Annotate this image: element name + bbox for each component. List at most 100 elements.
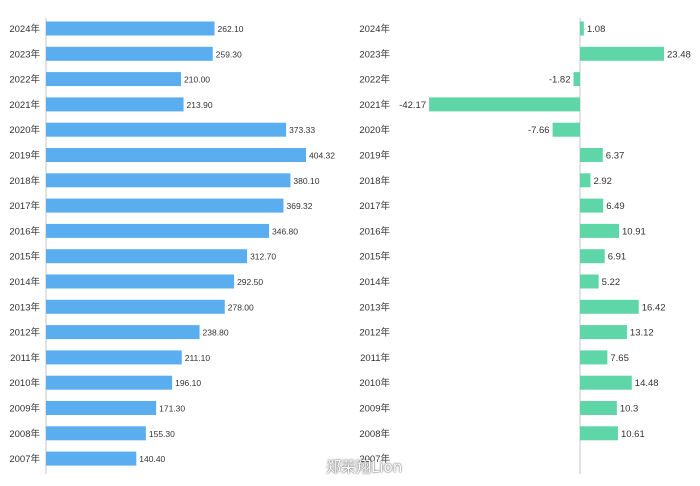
left-bar: [46, 401, 157, 415]
right-bar: [580, 223, 620, 238]
left-bar: [46, 72, 182, 87]
right-category-label: 2022年: [359, 74, 390, 86]
right-bar: [580, 375, 632, 390]
left-data-label: 155.30: [149, 429, 175, 439]
left-data-label: 171.30: [159, 404, 185, 414]
right-bar: [573, 72, 580, 87]
right-data-label: -1.82: [549, 75, 571, 86]
right-category-label: 2008年: [359, 428, 390, 440]
left-category-label: 2013年: [9, 301, 40, 313]
right-category-label: 2015年: [359, 251, 390, 263]
left-data-label: 404.32: [309, 151, 335, 161]
left-category-label: 2008年: [9, 428, 40, 440]
left-category-label: 2012年: [9, 327, 40, 339]
left-category-label: 2023年: [9, 48, 40, 60]
right-data-label: 6.49: [606, 201, 625, 212]
left-bar: [46, 97, 184, 112]
left-bar: [46, 249, 248, 264]
left-category-label: 2011年: [10, 352, 40, 364]
left-bar: [46, 325, 200, 340]
right-bar: [580, 173, 591, 188]
right-bar: [580, 274, 599, 289]
right-category-label: 2019年: [359, 150, 390, 162]
right-bar: [580, 21, 584, 36]
right-data-label: 6.91: [608, 252, 627, 263]
left-data-label: 380.10: [293, 176, 319, 186]
watermark: 郑荣翔Lion: [300, 456, 402, 477]
right-bar: [580, 350, 608, 365]
right-bar: [580, 325, 627, 340]
left-data-label: 196.10: [175, 378, 201, 388]
left-category-label: 2016年: [9, 225, 40, 237]
right-data-label: 13.12: [630, 328, 654, 339]
right-bar: [580, 249, 605, 264]
left-bar: [46, 375, 173, 390]
left-data-label: 213.90: [187, 100, 213, 110]
right-category-label: 2012年: [359, 327, 390, 339]
right-bar: [580, 198, 604, 213]
left-bar: [46, 299, 225, 314]
left-category-label: 2024年: [9, 23, 40, 35]
right-data-label: 10.3: [620, 404, 639, 415]
left-bar: [46, 451, 137, 466]
right-data-label: -7.66: [528, 125, 550, 136]
left-data-label: 373.33: [289, 125, 315, 135]
left-bar: [46, 223, 270, 238]
right-data-label: 10.61: [621, 429, 645, 440]
left-category-label: 2015年: [9, 251, 40, 263]
right-bar: [552, 122, 580, 137]
watermark-text: 郑荣翔Lion: [326, 458, 403, 476]
left-category-label: 2020年: [9, 124, 40, 136]
right-data-label: 10.91: [622, 226, 646, 237]
left-data-label: 292.50: [237, 277, 263, 287]
left-category-label: 2021年: [9, 99, 40, 111]
left-data-label: 259.30: [216, 49, 242, 59]
right-category-label: 2009年: [359, 403, 390, 415]
left-bar: [46, 148, 306, 162]
weibo-icon: [300, 459, 321, 475]
left-category-label: 2018年: [9, 175, 40, 187]
left-bar: [46, 122, 287, 137]
left-category-label: 2017年: [9, 200, 40, 212]
right-category-label: 2023年: [359, 48, 390, 60]
right-data-label: 16.42: [642, 302, 666, 313]
left-bar: [46, 173, 291, 188]
right-data-label: 6.37: [606, 151, 625, 162]
right-category-label: 2010年: [359, 377, 390, 389]
left-bar: [46, 46, 213, 61]
right-bar: [580, 426, 618, 441]
right-bar: [429, 97, 580, 112]
right-data-label: 23.48: [667, 49, 691, 60]
left-bar: [46, 426, 146, 441]
right-category-label: 2016年: [359, 225, 390, 237]
right-category-label: 2018年: [359, 175, 390, 187]
right-category-label: 2014年: [359, 276, 390, 288]
right-category-label: 2011年: [360, 352, 390, 364]
right-data-label: 5.22: [602, 277, 621, 288]
left-data-label: 262.10: [218, 24, 244, 34]
left-data-label: 211.10: [185, 353, 211, 363]
left-bar: [46, 350, 182, 365]
right-category-label: 2020年: [359, 124, 390, 136]
left-category-label: 2019年: [9, 150, 40, 162]
right-data-label: 1.08: [587, 24, 606, 35]
left-bar: [46, 21, 215, 36]
left-category-label: 2009年: [9, 403, 40, 415]
right-data-label: -42.17: [399, 100, 426, 111]
left-category-label: 2007年: [9, 453, 40, 465]
left-bar: [46, 274, 235, 289]
right-data-label: 2.92: [593, 176, 612, 187]
right-data-label: 7.65: [610, 353, 629, 364]
left-data-label: 238.80: [203, 328, 229, 338]
left-category-label: 2022年: [9, 74, 40, 86]
left-category-label: 2014年: [9, 276, 40, 288]
left-data-label: 278.00: [228, 302, 254, 312]
left-data-label: 140.40: [139, 454, 165, 464]
right-data-label: 14.48: [635, 378, 659, 389]
left-data-label: 346.80: [272, 226, 298, 236]
right-category-label: 2017年: [359, 200, 390, 212]
right-bar: [580, 401, 617, 415]
right-bar: [580, 299, 639, 314]
left-data-label: 369.32: [286, 201, 312, 211]
left-category-label: 2010年: [9, 377, 40, 389]
